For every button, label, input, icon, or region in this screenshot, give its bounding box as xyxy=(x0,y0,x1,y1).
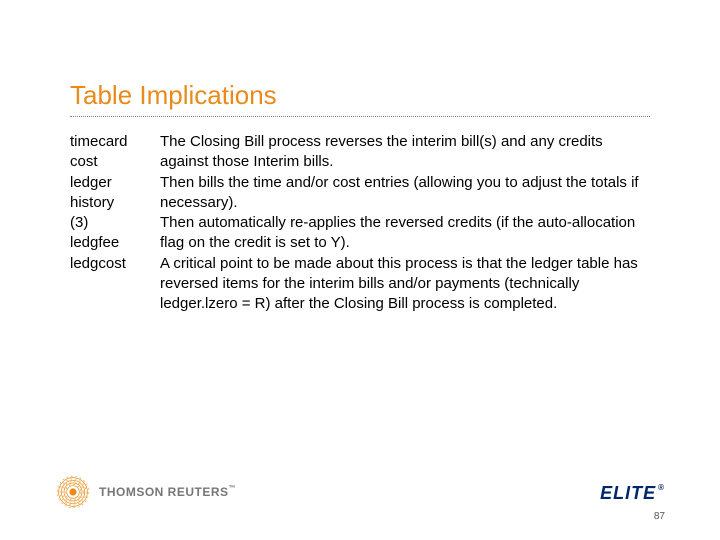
page-number: 87 xyxy=(654,511,665,522)
thomson-reuters-logo: THOMSON REUTERS™ xyxy=(55,474,236,510)
slide: Table Implications timecard cost ledger … xyxy=(0,0,720,540)
list-item: ledgfee xyxy=(70,233,152,253)
page-title: Table Implications xyxy=(70,80,277,111)
title-rule xyxy=(70,116,650,117)
swirl-icon xyxy=(55,474,91,510)
list-item: ledger xyxy=(70,173,152,193)
list-item: cost xyxy=(70,152,152,172)
list-item: (3) xyxy=(70,213,152,233)
body-text: The Closing Bill process reverses the in… xyxy=(160,132,650,314)
list-item: ledgcost xyxy=(70,254,152,274)
list-item: history xyxy=(70,193,152,213)
elite-logo: ELITE® xyxy=(600,483,665,504)
footer: THOMSON REUTERS™ ELITE® 87 xyxy=(0,460,720,510)
thomson-reuters-text: THOMSON REUTERS™ xyxy=(99,485,236,499)
content-area: timecard cost ledger history (3) ledgfee… xyxy=(70,132,650,314)
list-item: timecard xyxy=(70,132,152,152)
table-list-column: timecard cost ledger history (3) ledgfee… xyxy=(70,132,160,314)
